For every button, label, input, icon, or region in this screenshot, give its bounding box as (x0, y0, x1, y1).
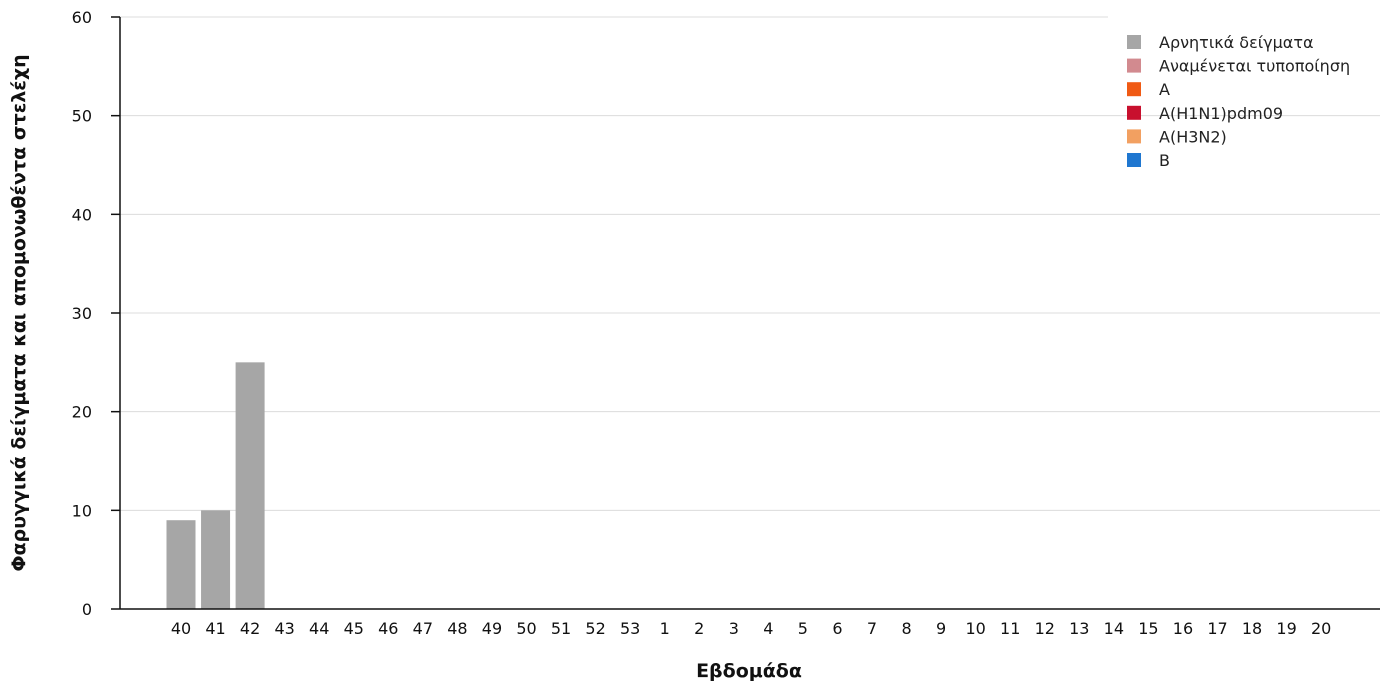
x-tick-label: 13 (1069, 619, 1089, 638)
legend-swatch (1127, 129, 1141, 144)
x-tick-label: 2 (694, 619, 704, 638)
x-tick-label: 18 (1242, 619, 1262, 638)
x-tick-label: 48 (447, 619, 467, 638)
bar (201, 510, 231, 609)
bars (166, 362, 265, 609)
legend-label: Αναμένεται τυποποίηση (1159, 57, 1350, 76)
bar (166, 520, 196, 609)
x-tick-label: 1 (660, 619, 670, 638)
x-tick-label: 46 (378, 619, 398, 638)
legend-label: Αρνητικά δείγματα (1159, 33, 1314, 52)
x-tick-label: 41 (205, 619, 225, 638)
x-tick-label: 11 (1000, 619, 1020, 638)
x-tick-label: 44 (309, 619, 329, 638)
gridlines (120, 16, 1380, 511)
x-tick-label: 43 (274, 619, 294, 638)
x-axis-ticks: 40 41 42 43 44 45 46 47 48 49 50 51 52 53 1 2 3 4 5 6 7 8 9 10 1… (171, 619, 1332, 638)
x-tick-label: 49 (482, 619, 502, 638)
y-axis-ticks: 0 10 20 30 40 50 60 (72, 8, 120, 619)
legend-swatch (1127, 35, 1141, 49)
x-tick-label: 15 (1138, 619, 1158, 638)
bar (235, 362, 265, 609)
y-tick-label: 30 (72, 304, 92, 323)
x-tick-label: 51 (551, 619, 571, 638)
x-tick-label: 8 (901, 619, 911, 638)
legend-label: B (1159, 151, 1170, 170)
legend-swatch (1127, 58, 1141, 73)
x-tick-label: 9 (936, 619, 946, 638)
x-tick-label: 7 (867, 619, 877, 638)
x-tick-label: 17 (1207, 619, 1227, 638)
x-tick-label: 3 (729, 619, 739, 638)
x-tick-label: 5 (798, 619, 808, 638)
x-tick-label: 20 (1311, 619, 1331, 638)
x-tick-label: 19 (1276, 619, 1296, 638)
legend-label: A(H1N1)pdm09 (1159, 104, 1283, 123)
x-tick-label: 16 (1173, 619, 1193, 638)
legend-swatch (1127, 82, 1141, 97)
legend-swatch (1127, 153, 1141, 167)
legend-label: A (1159, 80, 1170, 99)
x-tick-label: 10 (965, 619, 985, 638)
y-tick-label: 20 (72, 403, 92, 422)
y-tick-label: 60 (72, 8, 92, 27)
y-tick-label: 10 (72, 501, 92, 520)
x-tick-label: 53 (620, 619, 640, 638)
y-axis-title: Φαρυγγικά δείγματα και απομονωθέντα στελ… (8, 54, 30, 571)
x-tick-label: 52 (585, 619, 605, 638)
x-tick-label: 14 (1104, 619, 1124, 638)
x-tick-label: 40 (171, 619, 191, 638)
x-tick-label: 6 (832, 619, 842, 638)
y-tick-label: 50 (72, 107, 92, 126)
x-tick-label: 50 (516, 619, 536, 638)
y-tick-label: 40 (72, 205, 92, 224)
x-axis-title: Εβδομάδα (696, 660, 802, 682)
x-tick-label: 4 (763, 619, 773, 638)
y-tick-label: 0 (82, 600, 92, 619)
x-tick-label: 47 (413, 619, 433, 638)
legend-swatch (1127, 105, 1141, 120)
x-tick-label: 45 (344, 619, 364, 638)
legend-label: A(H3N2) (1159, 127, 1227, 146)
x-tick-label: 42 (240, 619, 260, 638)
x-tick-label: 12 (1035, 619, 1055, 638)
